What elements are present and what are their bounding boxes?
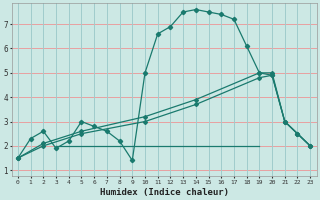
X-axis label: Humidex (Indice chaleur): Humidex (Indice chaleur) <box>100 188 228 197</box>
